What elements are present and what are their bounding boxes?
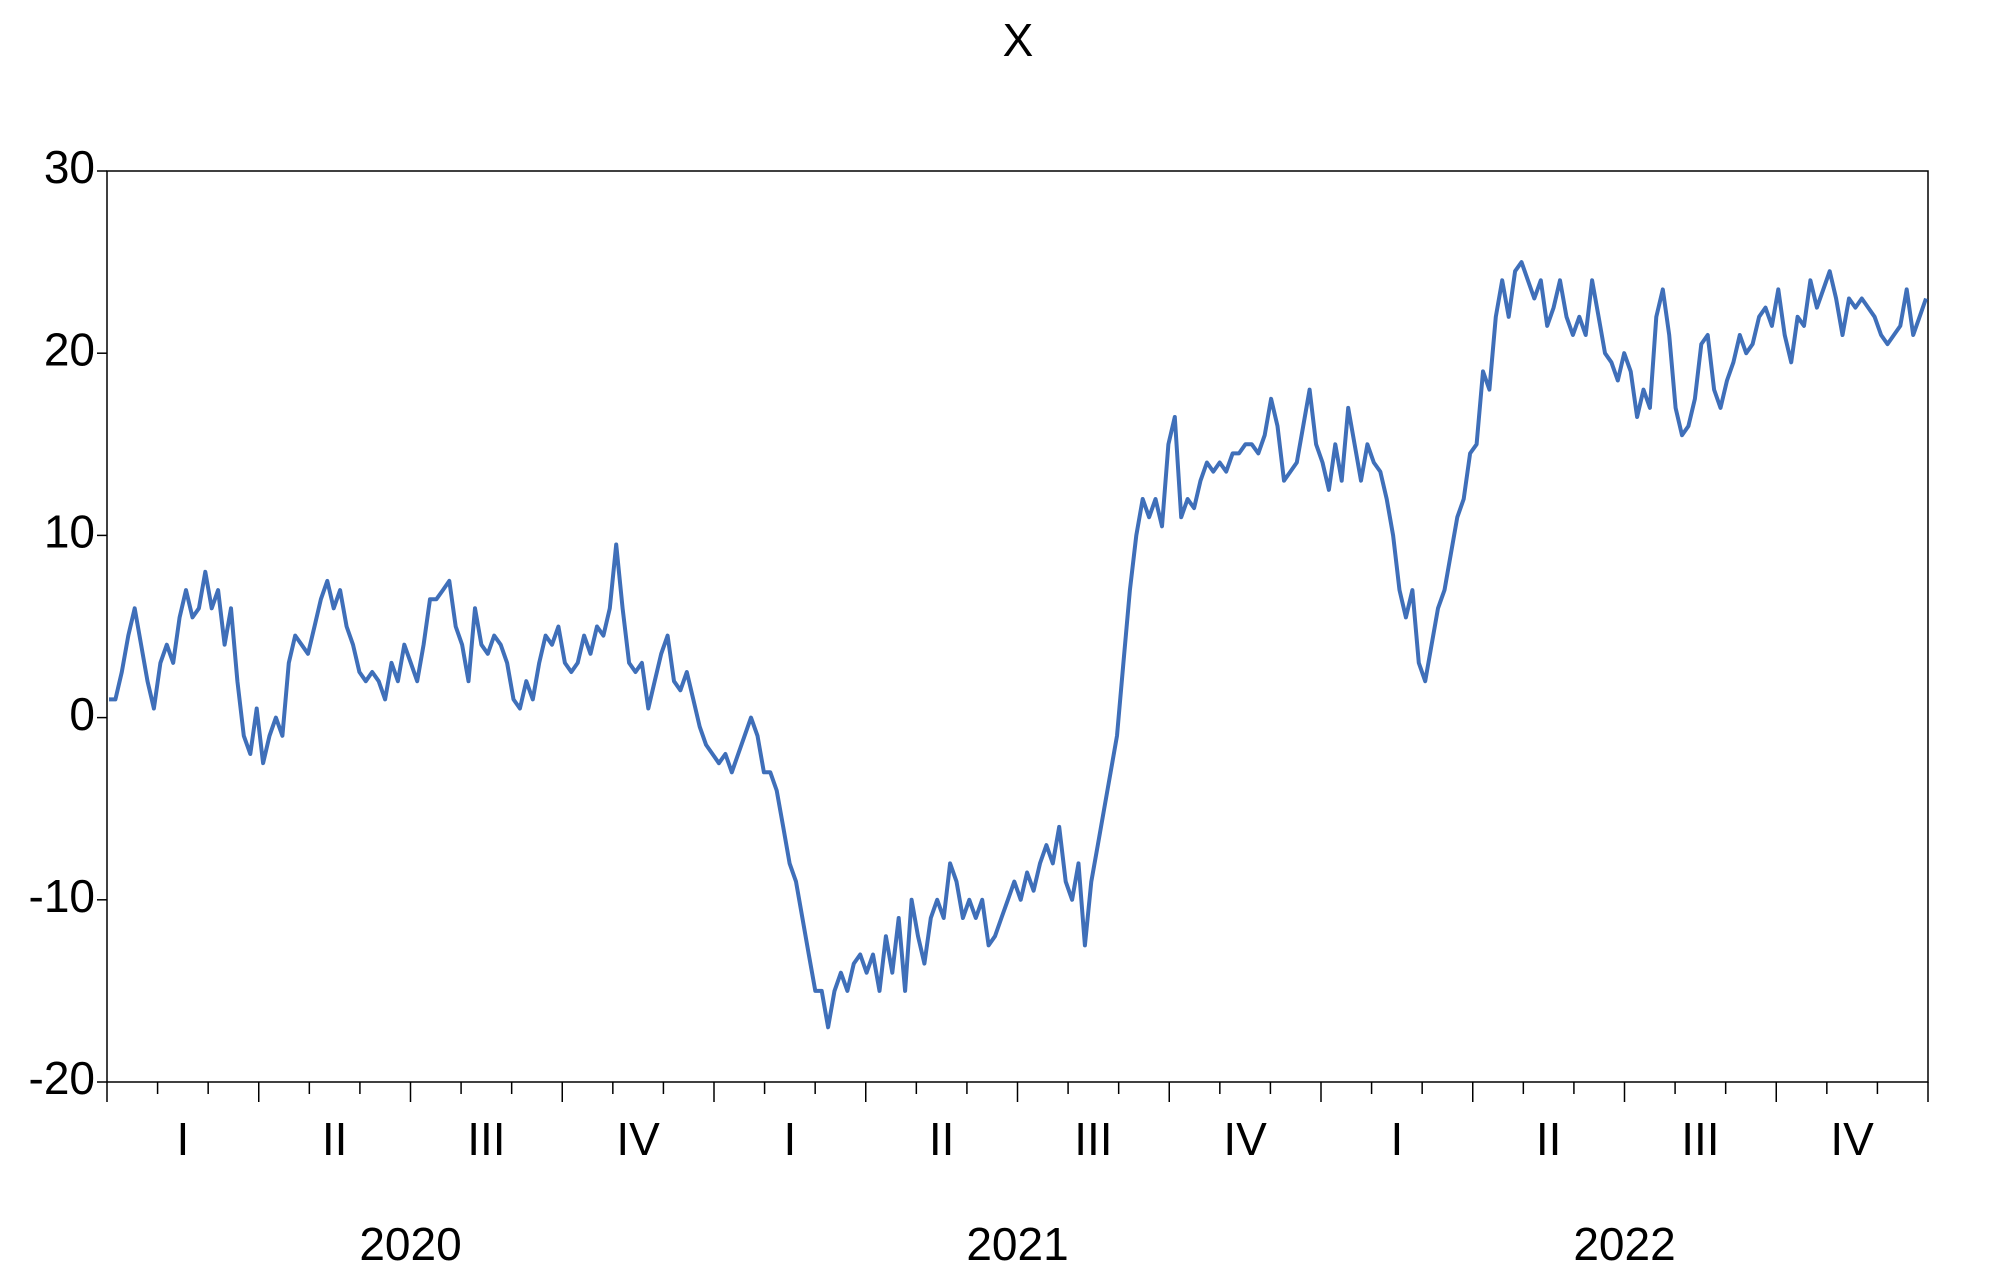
year-label: 2020: [359, 1218, 461, 1270]
x-tick-label: IV: [616, 1113, 660, 1165]
x-tick-label: I: [783, 1113, 796, 1165]
y-tick-label: -20: [29, 1052, 95, 1104]
x-tick-label: II: [322, 1113, 348, 1165]
y-tick-label: 0: [69, 688, 95, 740]
year-label: 2021: [966, 1218, 1068, 1270]
data-line: [109, 260, 1928, 1030]
x-tick-label: III: [1074, 1113, 1112, 1165]
year-label: 2022: [1573, 1218, 1675, 1270]
y-tick-label: 30: [44, 141, 95, 193]
y-tick-label: 10: [44, 506, 95, 558]
x-tick-label: III: [467, 1113, 505, 1165]
x-tick-label: IV: [1223, 1113, 1267, 1165]
y-tick-label: -10: [29, 870, 95, 922]
x-tick-label: I: [1390, 1113, 1403, 1165]
x-tick-label: III: [1681, 1113, 1719, 1165]
plot-frame: [106, 170, 1929, 1083]
x-tick-label: II: [1536, 1113, 1562, 1165]
x-tick-label: II: [929, 1113, 955, 1165]
x-tick-label: IV: [1830, 1113, 1874, 1165]
y-tick-label: 20: [44, 323, 95, 375]
chart-title: X: [1003, 14, 1034, 66]
x-tick-label: I: [176, 1113, 189, 1165]
